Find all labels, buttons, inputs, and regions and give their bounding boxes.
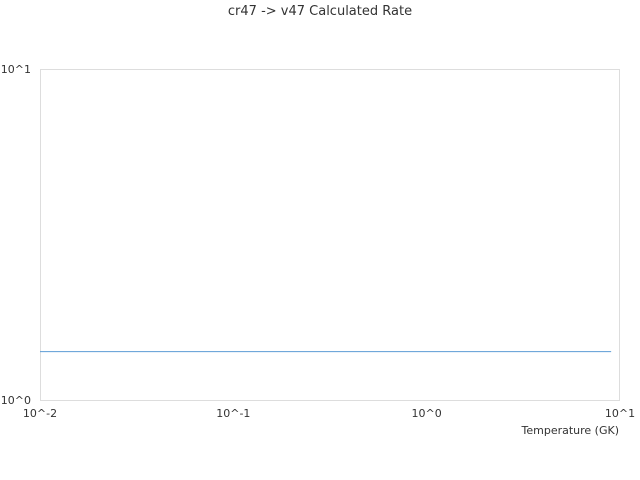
x-tick-label: 10^-2 — [23, 407, 57, 420]
plot-frame — [40, 69, 620, 401]
x-tick-label: 10^1 — [605, 407, 635, 420]
x-axis-label: Temperature (GK) — [521, 424, 620, 437]
y-tick-label: 10^1 — [1, 63, 31, 76]
x-tick-label: 10^0 — [412, 407, 442, 420]
x-tick-label: 10^-1 — [216, 407, 250, 420]
chart-title: cr47 -> v47 Calculated Rate — [227, 4, 413, 19]
y-tick-label: 10^0 — [1, 394, 31, 407]
